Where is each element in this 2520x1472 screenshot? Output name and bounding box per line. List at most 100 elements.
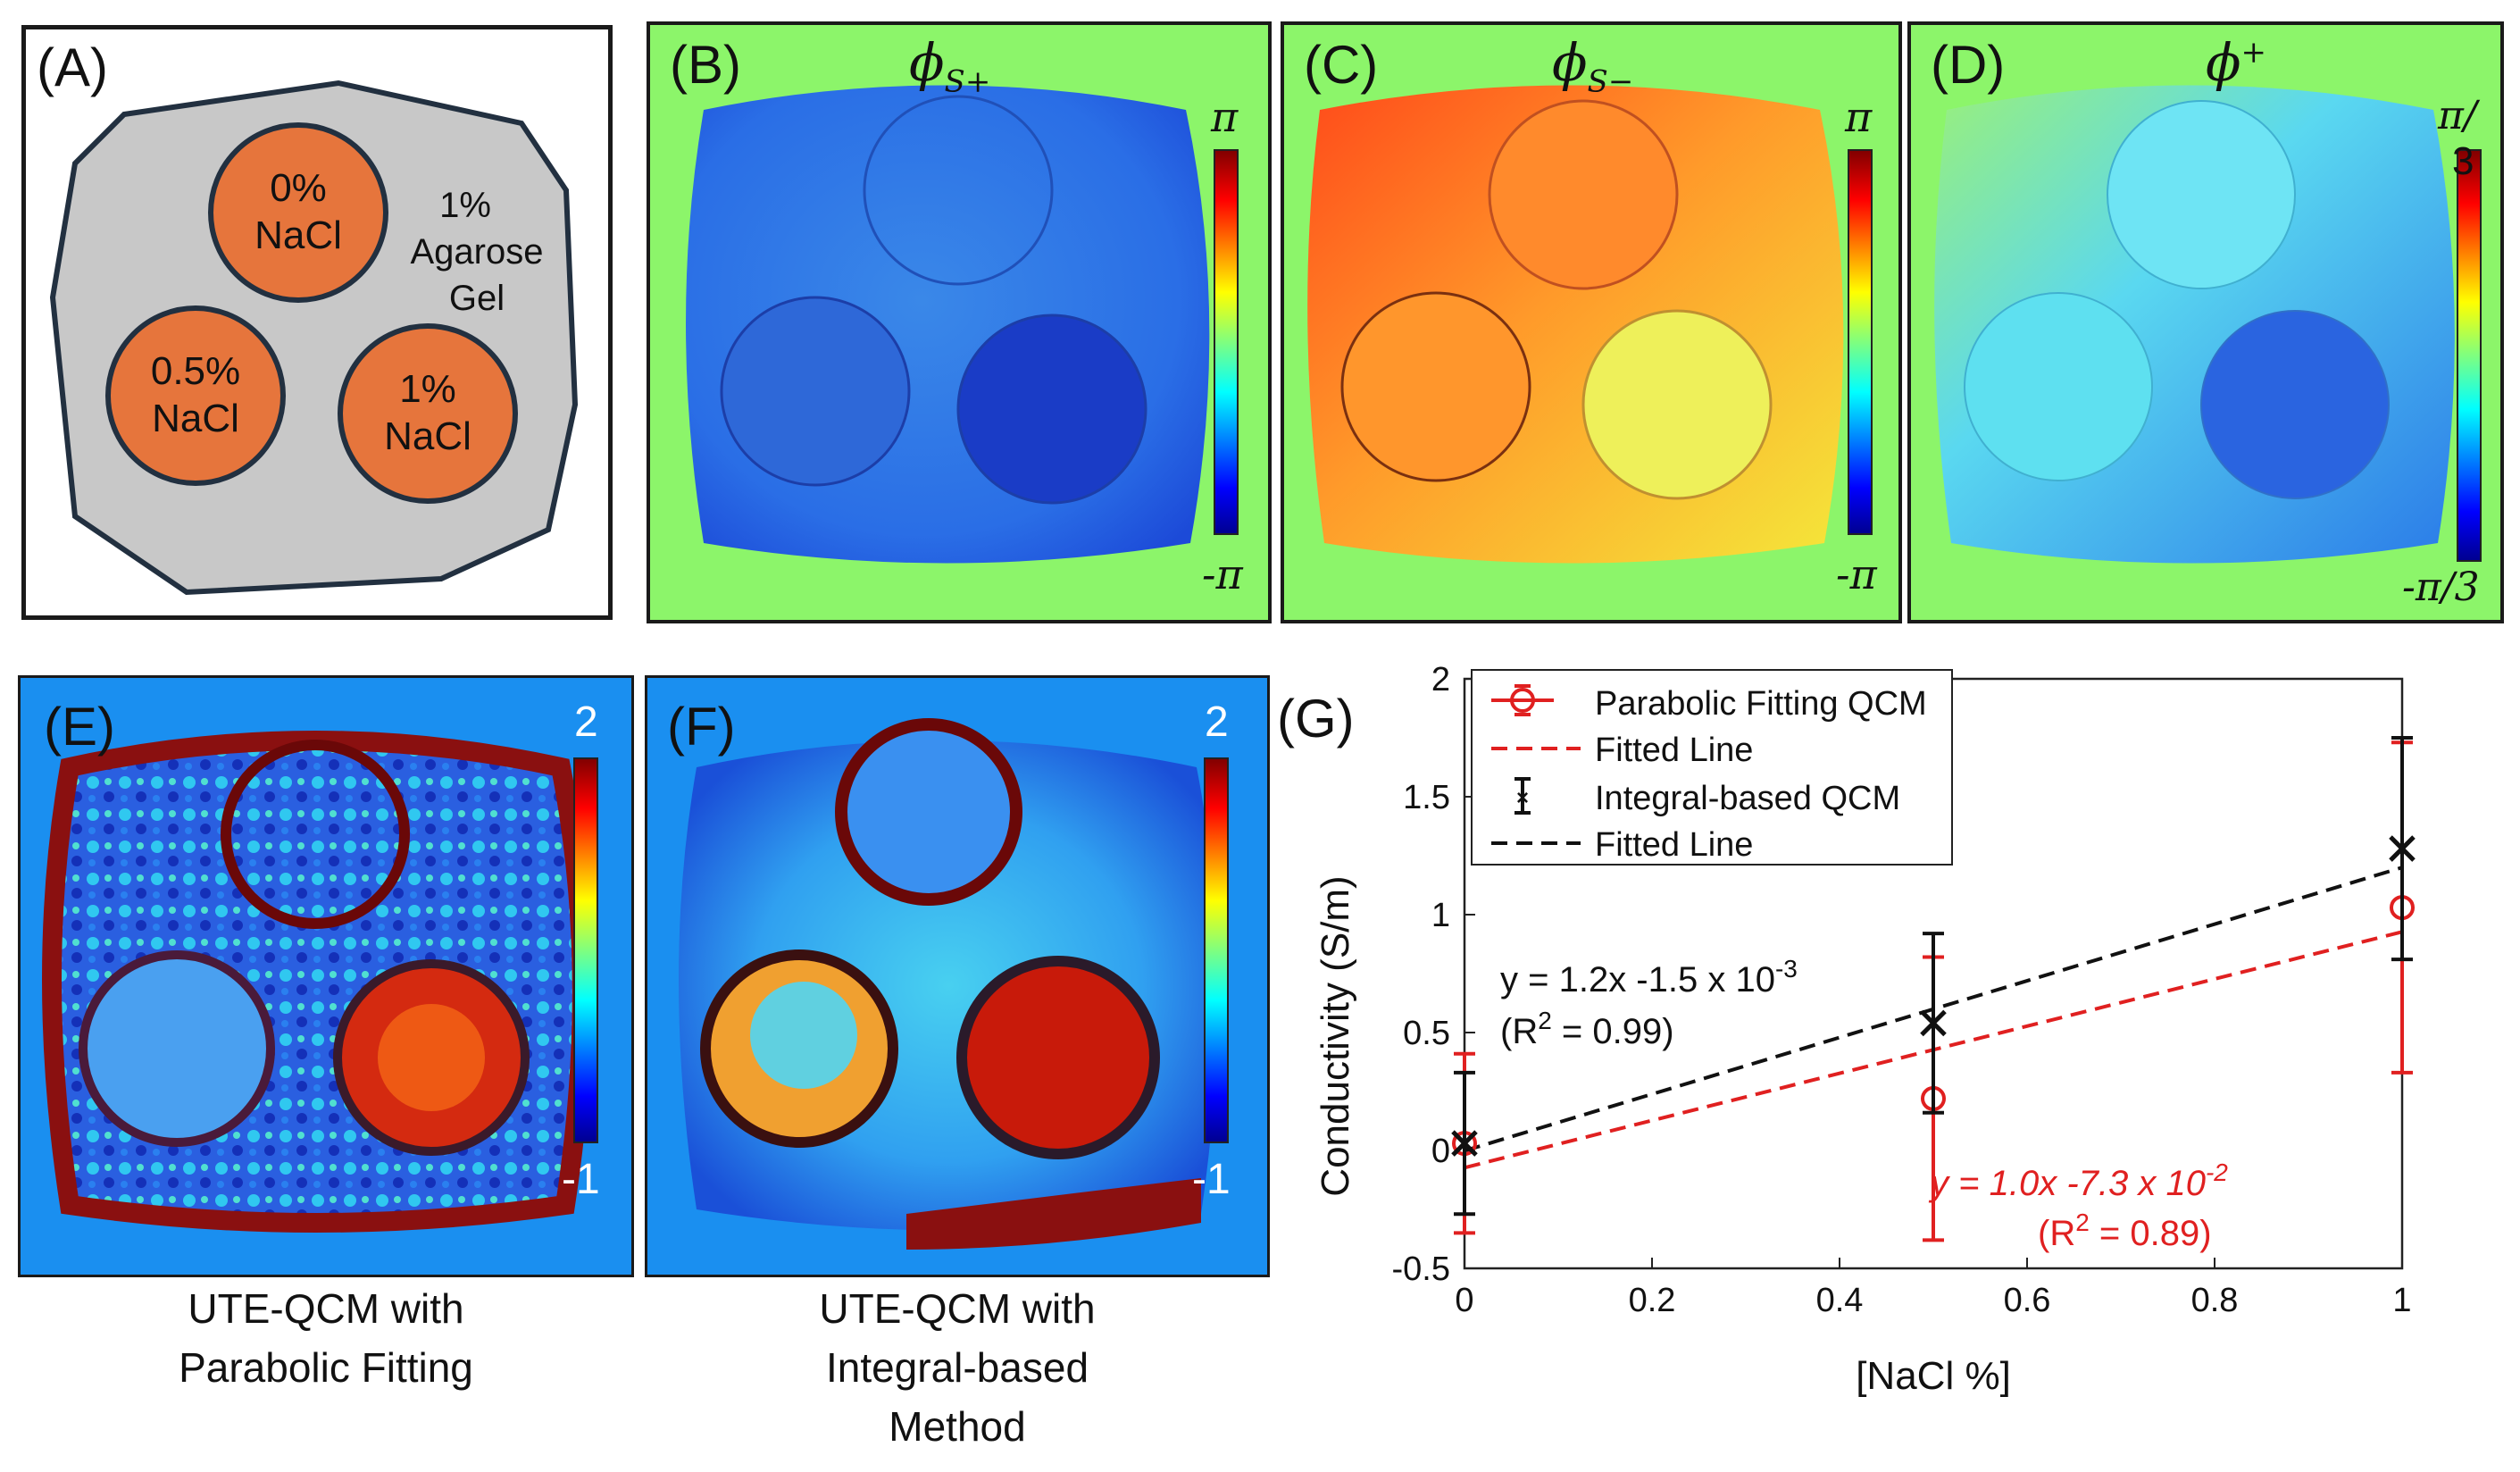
- black-r2-sup: 2: [1538, 1007, 1552, 1034]
- insert-left-c: [1340, 291, 1531, 482]
- red-eq-exp: -2: [2206, 1158, 2228, 1186]
- x-tick-label: 0.2: [1629, 1282, 1676, 1319]
- insert-left-e: [79, 950, 275, 1147]
- colorbar-b-min: -π: [1202, 550, 1243, 598]
- panel-e-caption: UTE-QCM with Parabolic Fitting: [18, 1279, 634, 1397]
- panel-c-label: (C): [1304, 35, 1379, 95]
- panel-f-caption-2: Integral-based: [825, 1344, 1089, 1391]
- circle-05-nacl: [105, 305, 286, 486]
- panel-e-caption-1: UTE-QCM with: [188, 1285, 464, 1332]
- panel-a-label: (A): [37, 38, 108, 97]
- insert-right-c: [1581, 309, 1773, 500]
- circle-left-line1: 0.5%: [151, 349, 240, 393]
- red-eq-mid: = 1.0: [1948, 1164, 2039, 1203]
- insert-top-f: [835, 718, 1022, 906]
- red-eq-rest: -7.3 x 10: [2057, 1164, 2206, 1203]
- panel-b-title: ϕS+: [909, 32, 990, 100]
- panel-f: (F) 2 -1: [645, 675, 1270, 1277]
- red-r2-pre: (R: [2038, 1214, 2075, 1253]
- panel-b-label: (B): [670, 35, 741, 95]
- panel-e: (E) 2 -1: [18, 675, 634, 1277]
- insert-top-d: [2107, 100, 2296, 289]
- conductivity-chart: 0 0.2 0.4 0.6 0.8 1-0.500.511.52 Parabolic Fi…: [1314, 661, 2416, 1398]
- circle-1-nacl: [338, 323, 518, 504]
- circle-0-nacl: [208, 122, 388, 303]
- insert-top-e: [221, 740, 410, 929]
- legend-box: [1471, 669, 1953, 866]
- y-axis-label: Conductivity (S/m): [1314, 875, 1357, 1196]
- panel-d-title: ϕ+: [2206, 32, 2266, 93]
- data-point-x: [1920, 1009, 1947, 1037]
- circle-top-line1: 0%: [270, 166, 327, 210]
- panel-d: (D) ϕ+ π/ 3 -π/3: [1907, 21, 2504, 623]
- insert-left-f-core: [750, 982, 857, 1089]
- red-equation: y = 1.0x -7.3 x 10-2: [1928, 1158, 2228, 1203]
- y-tick-label: 0.5: [1403, 1015, 1450, 1052]
- panel-f-label: (F): [667, 697, 736, 757]
- legend-red-circle: [1510, 688, 1535, 713]
- gel-line2: Agarose: [411, 232, 544, 272]
- x-tick-label: 0.8: [2191, 1282, 2239, 1319]
- insert-top-b: [863, 95, 1054, 286]
- colorbar-d-min: -π/3: [2402, 565, 2480, 610]
- panel-g: 0 0.2 0.4 0.6 0.8 1 -0.5 0 0.5 1 1.5 2 Parabolic Fi…: [1277, 661, 2509, 1465]
- panel-g-label: (G): [1277, 689, 1355, 749]
- insert-top-c: [1488, 99, 1679, 290]
- panel-d-label: (D): [1931, 35, 2006, 95]
- black-r2: (R2 = 0.99): [1500, 1007, 1674, 1051]
- black-eq-main: y = 1.2x -1.5 x 10: [1500, 960, 1775, 999]
- colorbar-c: [1848, 149, 1873, 535]
- panel-f-caption: UTE-QCM with Integral-based Method: [645, 1279, 1270, 1456]
- colorbar-d-max-2: 3: [2452, 139, 2474, 183]
- y-tick-label: -0.5: [1392, 1250, 1450, 1288]
- circle-left-line2: NaCl: [152, 397, 239, 440]
- legend-black-fit-label: Fitted Line: [1595, 826, 1753, 864]
- y-tick-label: 2: [1431, 661, 1450, 698]
- x-tick-label: 0.4: [1816, 1282, 1864, 1319]
- panel-f-caption-1: UTE-QCM with: [819, 1285, 1096, 1332]
- colorbar-e-min: -1: [562, 1156, 600, 1203]
- data-point-x: [1451, 1130, 1478, 1157]
- legend-black-x: ×: [1516, 786, 1529, 810]
- panel-c-title-sub: S−: [1587, 63, 1634, 100]
- panel-b-title-sub: S+: [944, 63, 991, 100]
- y-tick-label: 1: [1431, 897, 1450, 934]
- panel-a: 0% NaCl 0.5% NaCl 1% NaCl 1% Agarose Gel…: [21, 25, 613, 620]
- y-tick-label: 1.5: [1403, 779, 1450, 816]
- black-r2-val: = 0.99): [1552, 1012, 1674, 1051]
- panel-d-title-sup: +: [2240, 34, 2267, 71]
- panel-c-title-base: ϕ: [1552, 32, 1588, 93]
- colorbar-b: [1214, 149, 1239, 535]
- bottom-band-f: [906, 1178, 1201, 1250]
- circle-top-line2: NaCl: [255, 213, 342, 257]
- colorbar-e: [573, 757, 598, 1143]
- x-tick-label: 1: [2392, 1282, 2411, 1319]
- circle-right-line2: NaCl: [384, 414, 471, 458]
- red-r2-val: = 0.89): [2090, 1214, 2212, 1253]
- colorbar-d-max-1: π/: [2438, 93, 2477, 138]
- insert-right-d: [2200, 310, 2390, 499]
- hotspot-e: [378, 1004, 485, 1111]
- panel-e-label: (E): [44, 697, 115, 757]
- x-axis-label: [NaCl %]: [1856, 1354, 2011, 1398]
- insert-left-b: [720, 296, 911, 487]
- gel-line1: 1%: [439, 186, 491, 225]
- panel-c-title: ϕS−: [1552, 32, 1633, 100]
- data-point-x: [2389, 835, 2416, 862]
- x-tick-label: 0: [1455, 1282, 1473, 1319]
- gel-line3: Gel: [449, 279, 505, 318]
- panel-d-title-base: ϕ: [2206, 32, 2241, 93]
- black-r2-pre: (R: [1500, 1012, 1538, 1051]
- colorbar-f-min: -1: [1192, 1156, 1231, 1203]
- colorbar-f: [1204, 757, 1229, 1143]
- panel-b-title-base: ϕ: [909, 32, 945, 93]
- legend-black-label: Integral-based QCM: [1595, 780, 1900, 817]
- insert-left-d: [1964, 292, 2153, 481]
- y-tick-label: 0: [1431, 1133, 1450, 1170]
- black-equation: y = 1.2x -1.5 x 10-3: [1500, 955, 1798, 999]
- colorbar-f-max: 2: [1205, 698, 1229, 746]
- colorbar-b-max: π: [1211, 93, 1239, 141]
- red-eq-x: x: [2037, 1164, 2058, 1203]
- panel-c: (C) ϕS− π -π: [1281, 21, 1902, 623]
- colorbar-c-min: -π: [1836, 550, 1877, 598]
